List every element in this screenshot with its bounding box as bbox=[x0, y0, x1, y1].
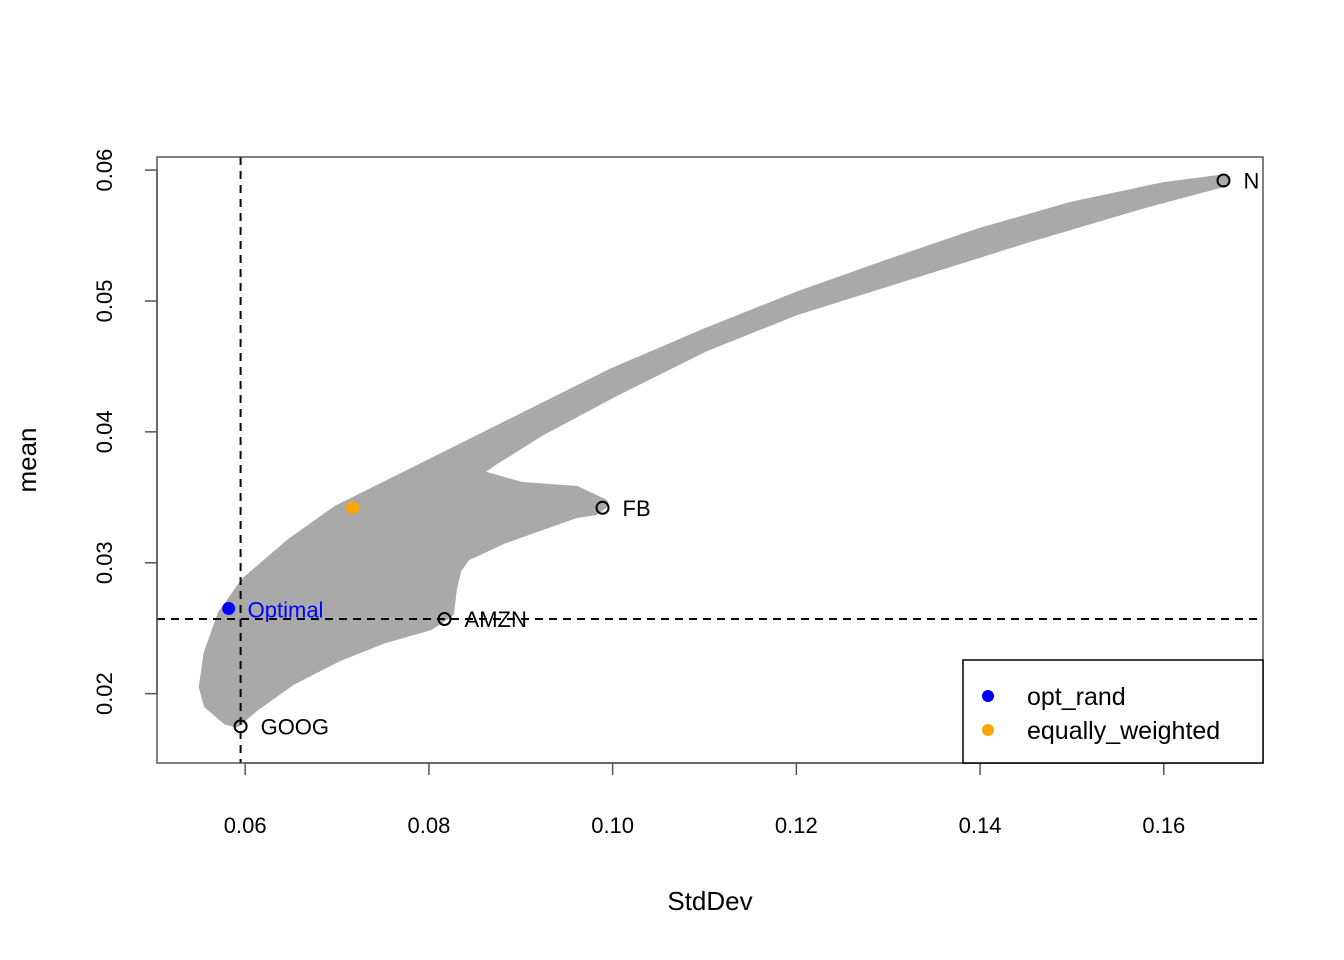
y-tick-label: 0.02 bbox=[92, 672, 117, 715]
optimal-label: Optimal bbox=[248, 598, 324, 623]
asset-point-n bbox=[1216, 173, 1231, 188]
reference-lines bbox=[157, 157, 1263, 763]
y-tick-label: 0.06 bbox=[92, 149, 117, 192]
asset-label-goog: GOOG bbox=[261, 714, 329, 739]
asset-point-amzn bbox=[437, 612, 452, 627]
special-point-equally-weighted bbox=[346, 501, 360, 515]
labeled-points: N FB AMZN GOOG Optimal bbox=[222, 169, 1260, 739]
special-point-opt-rand bbox=[222, 602, 236, 616]
legend-marker-opt-rand bbox=[982, 690, 994, 702]
y-tick-label: 0.04 bbox=[92, 410, 117, 453]
x-tick-label: 0.08 bbox=[407, 813, 450, 838]
portfolio-cloud-region bbox=[198, 174, 1229, 728]
x-axis-title: StdDev bbox=[667, 886, 752, 916]
x-axis: 0.06 0.08 0.10 0.12 0.14 0.16 bbox=[224, 762, 1185, 838]
x-tick-label: 0.14 bbox=[959, 813, 1002, 838]
y-tick-label: 0.05 bbox=[92, 280, 117, 323]
legend-box bbox=[962, 659, 1264, 764]
legend: opt_rand equally_weighted bbox=[962, 659, 1264, 764]
y-axis-title: mean bbox=[12, 427, 42, 492]
asset-label-amzn: AMZN bbox=[465, 607, 527, 632]
x-tick-label: 0.10 bbox=[591, 813, 634, 838]
asset-label-fb: FB bbox=[623, 496, 651, 521]
asset-point-goog bbox=[233, 719, 248, 734]
x-tick-label: 0.12 bbox=[775, 813, 818, 838]
portfolio-cloud bbox=[198, 174, 1229, 728]
y-axis: 0.02 0.03 0.04 0.05 0.06 bbox=[92, 149, 158, 715]
x-tick-label: 0.06 bbox=[224, 813, 267, 838]
legend-marker-equally-weighted bbox=[982, 724, 994, 736]
asset-point-fb bbox=[595, 500, 610, 515]
legend-label-equally-weighted: equally_weighted bbox=[1027, 717, 1220, 745]
asset-label-n: N bbox=[1244, 169, 1260, 194]
x-tick-label: 0.16 bbox=[1142, 813, 1185, 838]
legend-label-opt-rand: opt_rand bbox=[1027, 683, 1126, 711]
y-tick-label: 0.03 bbox=[92, 541, 117, 584]
